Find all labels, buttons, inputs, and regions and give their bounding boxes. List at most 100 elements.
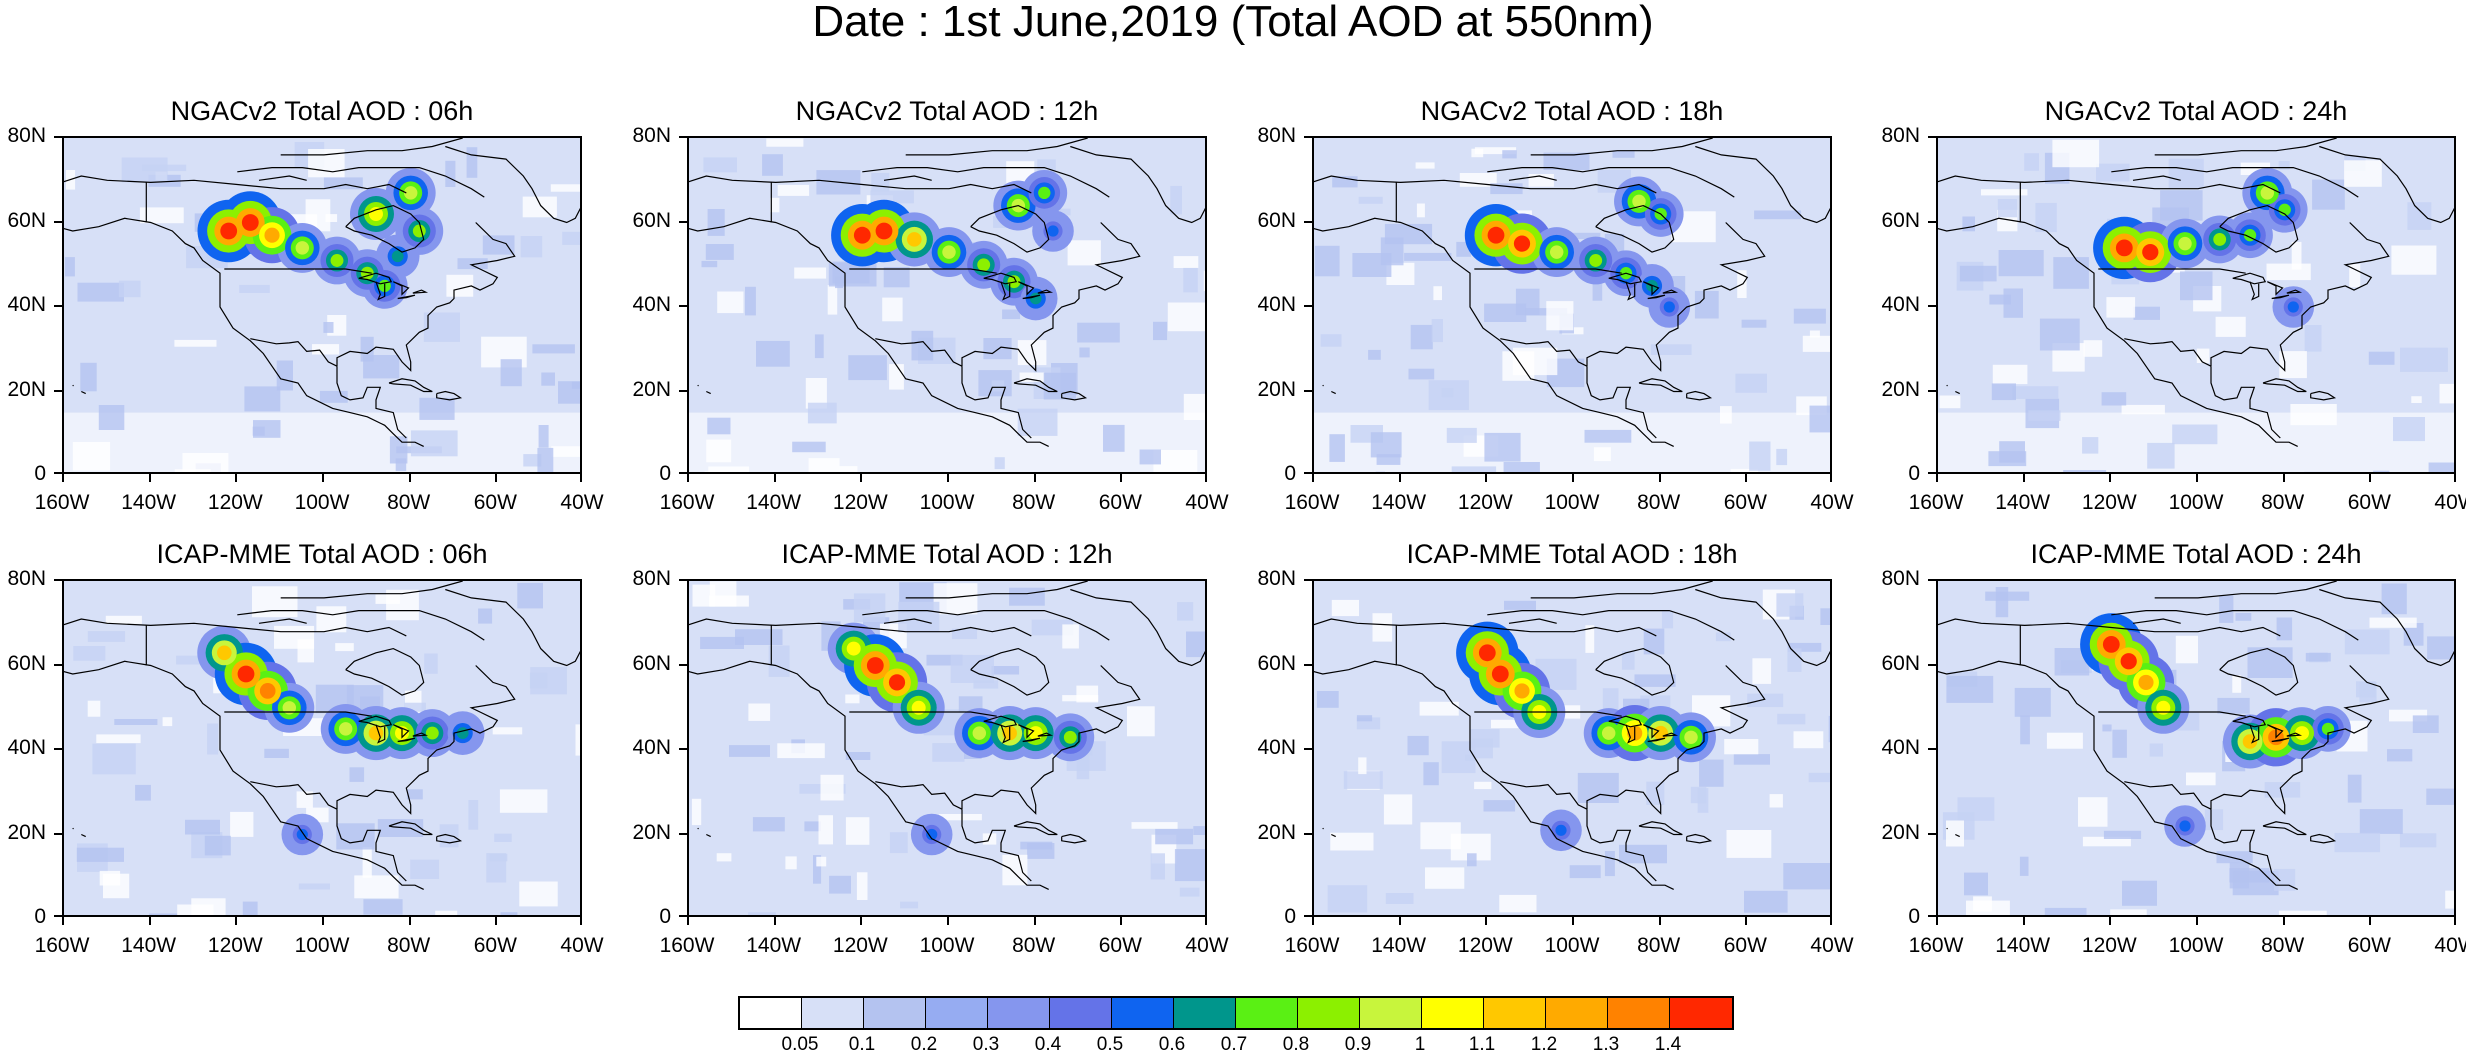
map-panel: ICAP-MME Total AOD : 24h 80N 60N 40N 20N 0 160… bbox=[1881, 539, 2466, 957]
aod-cell bbox=[77, 282, 124, 302]
coastline bbox=[1018, 724, 1035, 739]
colorbar-label: 0.8 bbox=[1282, 1034, 1310, 1055]
plume-point bbox=[2287, 301, 2299, 313]
aod-cell bbox=[239, 284, 270, 293]
aod-cell bbox=[2134, 915, 2158, 917]
aod-cell bbox=[114, 719, 158, 725]
lon-tick bbox=[1485, 917, 1488, 925]
aod-cell bbox=[1483, 800, 1516, 812]
lon-tick bbox=[62, 917, 64, 925]
aod-cell bbox=[939, 814, 982, 821]
coastline bbox=[1018, 281, 1035, 296]
aod-cell bbox=[1174, 849, 1205, 882]
aod-cell bbox=[1787, 648, 1802, 672]
aod-cell bbox=[1419, 701, 1459, 716]
aod-cell bbox=[446, 274, 474, 297]
coastlines bbox=[1314, 138, 1830, 447]
plume-point bbox=[1514, 683, 1530, 699]
aod-cell bbox=[135, 784, 151, 801]
plume-point bbox=[875, 222, 893, 240]
coastline bbox=[336, 665, 516, 815]
coastlines bbox=[1938, 581, 2454, 890]
aod-cell bbox=[65, 257, 75, 277]
aod-cell bbox=[848, 355, 887, 381]
aod-cell bbox=[185, 819, 220, 835]
coastline bbox=[436, 833, 463, 844]
aod-cell bbox=[2149, 743, 2163, 757]
aod-cell bbox=[551, 446, 580, 457]
aod-cell bbox=[748, 703, 771, 721]
lat-tick bbox=[1304, 305, 1312, 307]
aod-cell bbox=[2172, 424, 2218, 445]
lat-label: 60N bbox=[1881, 651, 1920, 675]
plume-point bbox=[907, 232, 922, 247]
aod-cell bbox=[423, 312, 460, 342]
aod-cell bbox=[1203, 270, 1205, 292]
aod-cell bbox=[118, 280, 141, 298]
aod-cell bbox=[1720, 406, 1732, 424]
aod-cell bbox=[297, 639, 314, 663]
coastline bbox=[1608, 272, 1643, 285]
lon-tick bbox=[687, 917, 689, 925]
aod-cell bbox=[1995, 587, 2009, 618]
lat-tick bbox=[679, 663, 687, 666]
lon-label: 100W bbox=[2168, 491, 2224, 514]
aod-cell bbox=[1067, 240, 1101, 266]
lat-tick bbox=[1928, 915, 1936, 917]
aod-cell bbox=[1715, 632, 1731, 642]
lon-tick bbox=[860, 917, 863, 925]
lat-tick bbox=[679, 220, 687, 223]
plume-point bbox=[237, 665, 255, 683]
aod-cell bbox=[777, 743, 825, 759]
lon-label: 160W bbox=[34, 491, 90, 514]
aod-cell bbox=[2052, 139, 2100, 168]
lon-label: 60W bbox=[2347, 934, 2391, 957]
lon-tick bbox=[1936, 474, 1938, 482]
lat-tick bbox=[1928, 663, 1936, 666]
aod-cell bbox=[703, 157, 737, 173]
lon-label: 60W bbox=[473, 491, 517, 514]
coastline bbox=[1314, 175, 1657, 194]
coastline bbox=[375, 724, 386, 744]
aod-cell bbox=[1471, 148, 1484, 158]
coastline bbox=[2219, 647, 2299, 696]
lon-label: 40W bbox=[1810, 491, 1854, 514]
aod-cell bbox=[1769, 794, 1783, 808]
lon-tick bbox=[1033, 474, 1036, 482]
aod-cell bbox=[2403, 623, 2424, 646]
coastline bbox=[1662, 289, 1679, 294]
aod-cell bbox=[2349, 264, 2361, 288]
aod-cell bbox=[889, 832, 908, 854]
lon-tick bbox=[2109, 917, 2112, 925]
aod-cell bbox=[883, 267, 910, 288]
aod-cell bbox=[1327, 885, 1368, 913]
background-field bbox=[1316, 589, 1830, 913]
plume-point bbox=[846, 641, 861, 656]
coastline bbox=[905, 581, 1088, 599]
aod-cell bbox=[406, 789, 423, 800]
aod-cell bbox=[752, 817, 785, 832]
aod-cell bbox=[276, 360, 293, 391]
lat-label: 20N bbox=[1881, 377, 1920, 401]
lon-label: 40W bbox=[1185, 934, 1229, 957]
aod-cell bbox=[72, 442, 111, 471]
panel-title: NGACv2 Total AOD : 06h bbox=[170, 96, 474, 126]
coastline bbox=[1474, 268, 1622, 274]
aod-cell bbox=[363, 899, 403, 915]
plume-point bbox=[926, 828, 938, 841]
aod-cell bbox=[191, 898, 226, 915]
lon-tick bbox=[1658, 474, 1661, 482]
coastline bbox=[1487, 610, 1735, 641]
plume-point bbox=[2102, 636, 2120, 653]
aod-cell bbox=[2082, 915, 2098, 917]
low-aod-band bbox=[64, 412, 580, 472]
map-panel: NGACv2 Total AOD : 12h 80N 60N 40N 20N 0 160W 1… bbox=[632, 96, 1228, 514]
lon-label: 120W bbox=[832, 934, 888, 957]
aod-cell bbox=[1206, 294, 1207, 302]
aod-map-svg bbox=[1938, 581, 2454, 917]
coastline bbox=[2271, 737, 2290, 743]
lon-label: 140W bbox=[746, 934, 802, 957]
lat-label: 60N bbox=[632, 651, 671, 675]
aod-cell bbox=[571, 381, 580, 389]
colorbar-cell bbox=[802, 998, 864, 1028]
